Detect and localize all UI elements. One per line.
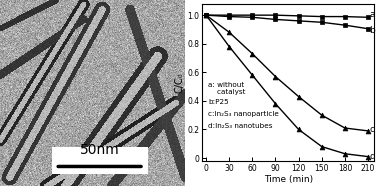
X-axis label: Time (min): Time (min) (264, 175, 313, 185)
Y-axis label: C/C₀: C/C₀ (175, 72, 184, 93)
Text: c:In₂S₃ nanoparticle: c:In₂S₃ nanoparticle (208, 111, 279, 117)
Text: 50nm: 50nm (80, 143, 119, 157)
Text: d: d (370, 152, 375, 161)
Text: a: without
    catalyst: a: without catalyst (208, 82, 246, 95)
Text: a: a (370, 10, 375, 19)
Text: b: b (370, 26, 375, 35)
Text: b:P25: b:P25 (208, 100, 229, 105)
FancyBboxPatch shape (52, 147, 147, 174)
Text: d:In₂S₃ nanotubes: d:In₂S₃ nanotubes (208, 123, 273, 129)
Text: c: c (370, 125, 375, 134)
